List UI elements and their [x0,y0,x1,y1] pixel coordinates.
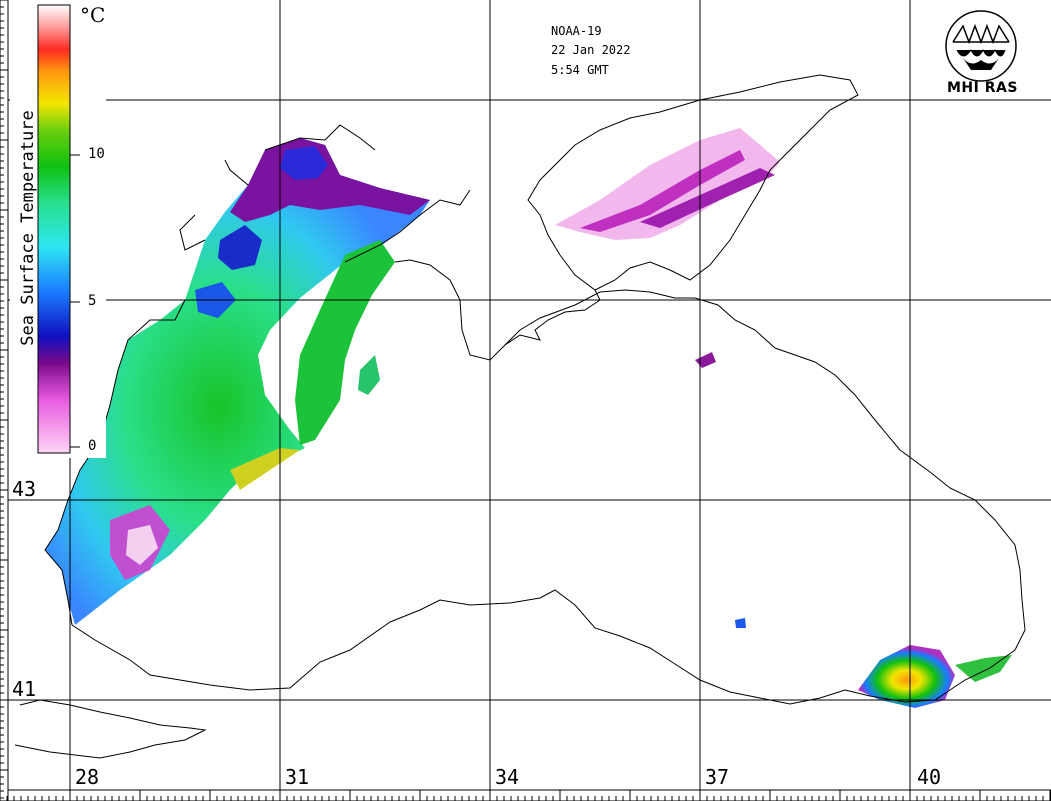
latitude-label: 41 [12,677,37,701]
color-scale-bar [37,4,71,454]
longitude-label: 34 [495,765,520,789]
color-scale [10,0,106,458]
scale-unit-label: °C [80,3,106,27]
crimea-inner-coast [504,289,601,346]
sst-field-southeast [695,352,1012,708]
mhi-ras-logo [945,10,1017,82]
longitude-label: 37 [705,765,730,789]
date-label: 22 Jan 2022 [551,43,631,57]
scale-tick-label: 10 [88,146,105,162]
scale-title: Sea Surface Temperature [18,110,38,346]
scale-tick-label: 0 [88,438,97,454]
crimea-coastline [527,74,859,291]
longitude-label: 40 [917,765,942,789]
longitude-label: 28 [75,765,100,789]
coastline [44,124,1026,705]
organization-label: MHI RAS [947,80,1018,96]
bosphorus-coast [14,699,207,759]
latitude-label: 43 [12,477,37,501]
longitude-label: 31 [285,765,310,789]
sst-field-northwest [45,138,430,625]
time-label: 5:54 GMT [551,63,609,77]
satellite-label: NOAA-19 [551,24,602,38]
sst-field-azov [555,128,780,240]
scale-tick-label: 5 [88,293,97,309]
